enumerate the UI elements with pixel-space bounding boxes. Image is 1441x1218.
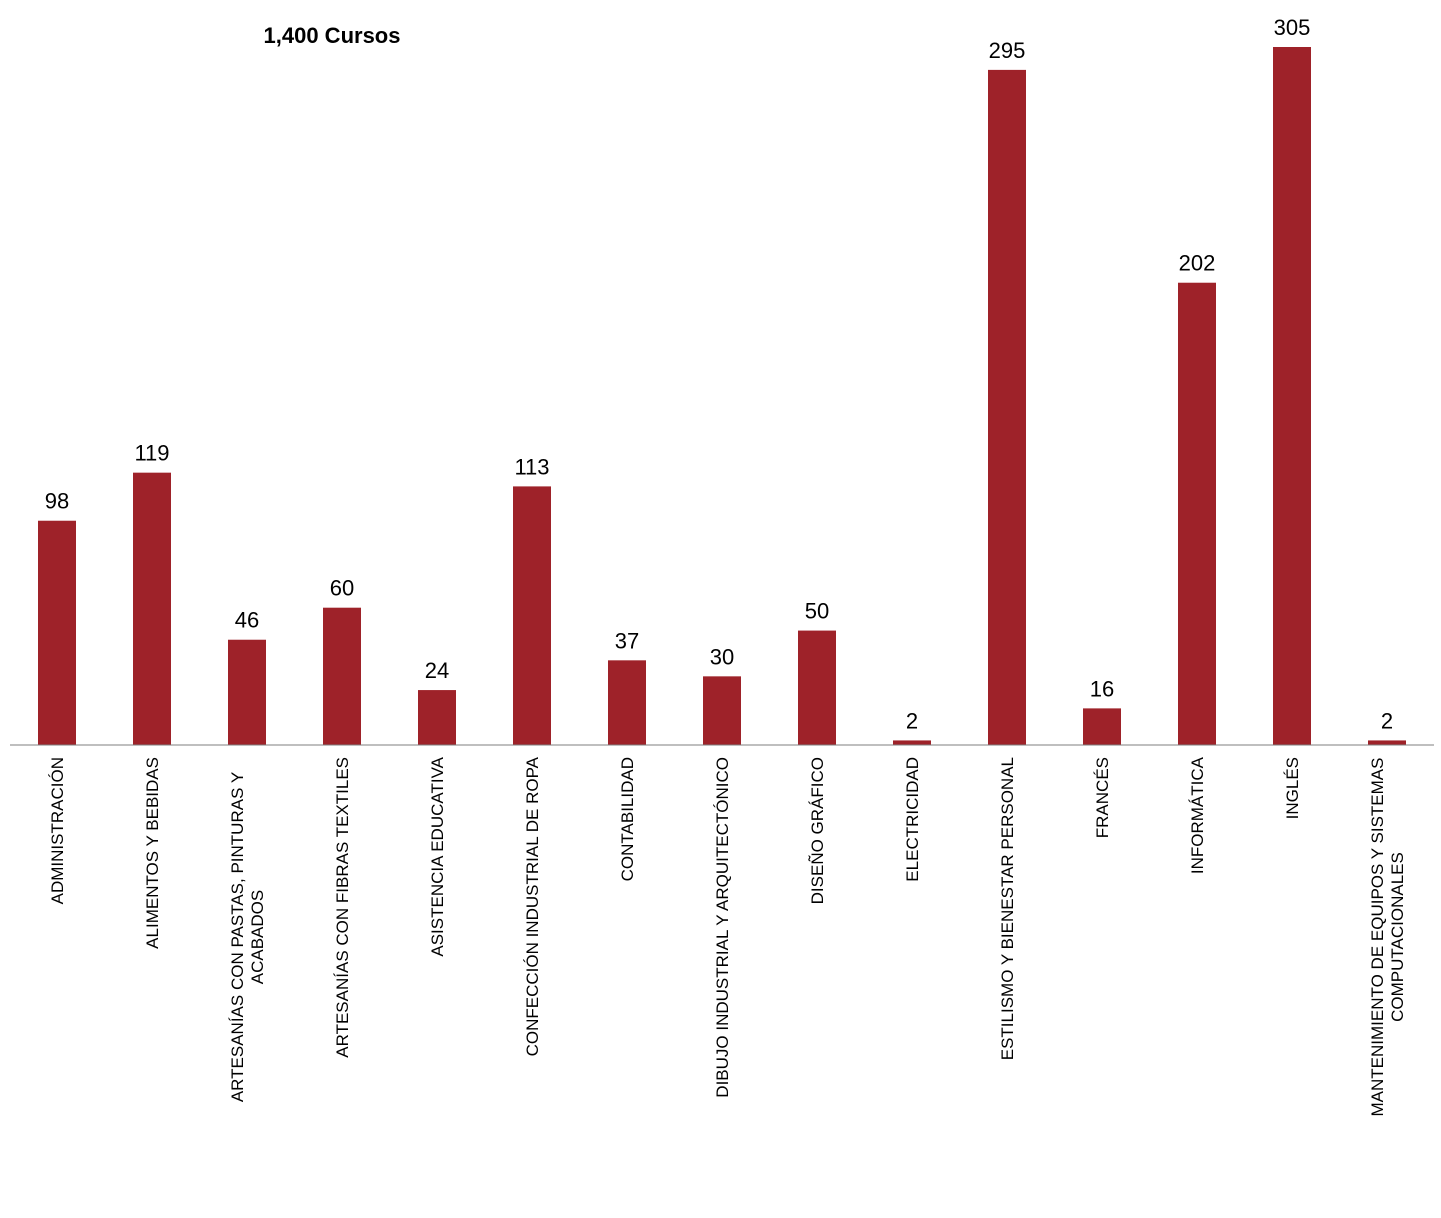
category-label-line: ACABADOS [248,890,267,984]
value-label: 50 [805,599,829,624]
category-labels-group: ADMINISTRACIÓN ALIMENTOS Y BEBIDAS ARTESAN… [48,756,1407,1116]
bar [703,676,741,745]
category-label-line: CONFECCIÓN INDUSTRIAL DE ROPA [523,756,542,1056]
bar [1083,708,1121,745]
bar [798,630,836,745]
value-label: 2 [906,708,918,733]
bars-group [38,47,1406,745]
category-label-line: ASISTENCIA EDUCATIVA [428,756,447,956]
bar [513,486,551,745]
bar [228,639,266,745]
category-label: ELECTRICIDAD [903,757,922,882]
category-label-line: CONTABILIDAD [618,757,637,881]
bar [38,520,76,745]
value-label: 2 [1381,708,1393,733]
category-label: MANTENIMIENTO DE EQUIPOS Y SISTEMASCOMPU… [1368,758,1407,1117]
category-label: ESTILISMO Y BIENESTAR PERSONAL [998,757,1017,1060]
value-label: 24 [425,658,449,683]
bar [988,69,1026,745]
bar [323,607,361,745]
category-label: INGLÉS [1283,757,1302,819]
category-label: ADMINISTRACIÓN [48,757,67,904]
category-label-line: ADMINISTRACIÓN [48,757,67,904]
category-label: CONTABILIDAD [618,757,637,881]
bar [1273,47,1311,745]
category-label-line: COMPUTACIONALES [1388,852,1407,1022]
bar [608,660,646,745]
bar [1178,282,1216,745]
value-label: 60 [330,576,354,601]
category-label-line: ELECTRICIDAD [903,757,922,882]
category-label-line: INGLÉS [1283,757,1302,819]
category-label-line: FRANCÉS [1093,757,1112,838]
value-labels-group: 98 119 46 60 24 113 37 30 50 2 295 16 202 305 2 [45,15,1393,733]
category-label: INFORMÁTICA [1188,756,1207,874]
value-label: 98 [45,489,69,514]
value-label: 46 [235,608,259,633]
category-label: FRANCÉS [1093,757,1112,838]
category-label: ASISTENCIA EDUCATIVA [428,756,447,956]
category-label: CONFECCIÓN INDUSTRIAL DE ROPA [523,756,542,1056]
bar [418,690,456,745]
value-label: 295 [989,38,1026,63]
value-label: 16 [1090,676,1114,701]
category-label-line: ARTESANÍAS CON FIBRAS TEXTILES [333,757,352,1058]
category-label-line: DIBUJO INDUSTRIAL Y ARQUITECTÓNICO [713,757,732,1098]
value-label: 305 [1274,15,1311,40]
category-label-line: ARTESANÍAS CON PASTAS, PINTURAS Y [228,772,247,1102]
category-label: ALIMENTOS Y BEBIDAS [143,757,162,949]
value-label: 37 [615,628,639,653]
category-label: ARTESANÍAS CON PASTAS, PINTURAS YACABADO… [228,772,267,1102]
category-label-line: INFORMÁTICA [1188,756,1207,874]
bar [893,740,931,745]
bar [133,472,171,745]
value-label: 30 [710,644,734,669]
value-label: 202 [1179,251,1216,276]
category-label-line: MANTENIMIENTO DE EQUIPOS Y SISTEMAS [1368,758,1387,1117]
value-label: 113 [514,454,549,479]
category-label-line: DISEÑO GRÁFICO [808,757,827,904]
category-label: DISEÑO GRÁFICO [808,757,827,904]
category-label: ARTESANÍAS CON FIBRAS TEXTILES [333,757,352,1058]
category-label: DIBUJO INDUSTRIAL Y ARQUITECTÓNICO [713,757,732,1098]
value-label: 119 [134,441,169,466]
bar [1368,740,1406,745]
category-label-line: ESTILISMO Y BIENESTAR PERSONAL [998,757,1017,1060]
category-label-line: ALIMENTOS Y BEBIDAS [143,757,162,949]
chart-annotation: 1,400 Cursos [264,23,401,48]
